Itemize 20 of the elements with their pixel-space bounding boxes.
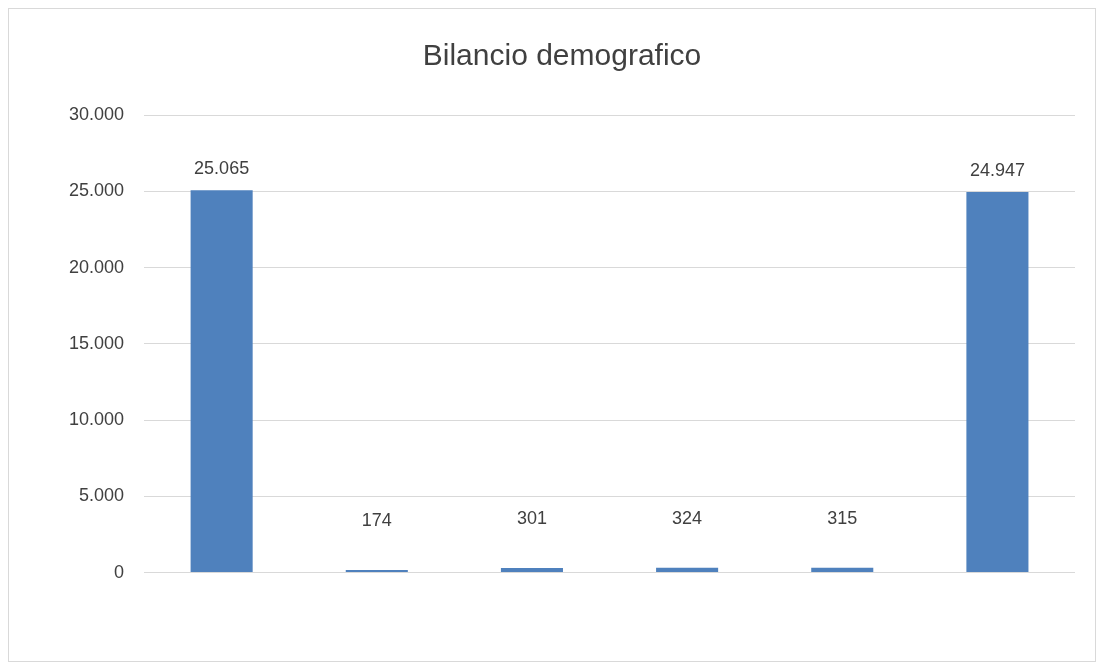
- y-tick-label: 0: [114, 561, 125, 582]
- bar: [190, 190, 253, 573]
- y-tick-label: 20.000: [68, 256, 125, 277]
- chart-title: Bilancio demografico: [422, 38, 702, 72]
- y-tick-label: 15.000: [68, 332, 125, 353]
- bar: [345, 569, 408, 573]
- data-label: 301: [516, 507, 547, 528]
- data-label: 24.947: [969, 160, 1025, 181]
- data-label: 315: [827, 507, 858, 528]
- y-tick-label: 5.000: [79, 485, 125, 506]
- data-label: 25.065: [194, 158, 250, 179]
- bar: [811, 567, 874, 573]
- y-tick-label: 10.000: [68, 409, 125, 430]
- bar: [656, 567, 719, 573]
- data-label: 324: [672, 507, 703, 528]
- y-tick-label: 30.000: [68, 103, 125, 124]
- bar: [500, 568, 563, 573]
- bar: [966, 192, 1029, 573]
- data-label: 174: [361, 509, 392, 530]
- y-tick-label: 25.000: [68, 180, 125, 201]
